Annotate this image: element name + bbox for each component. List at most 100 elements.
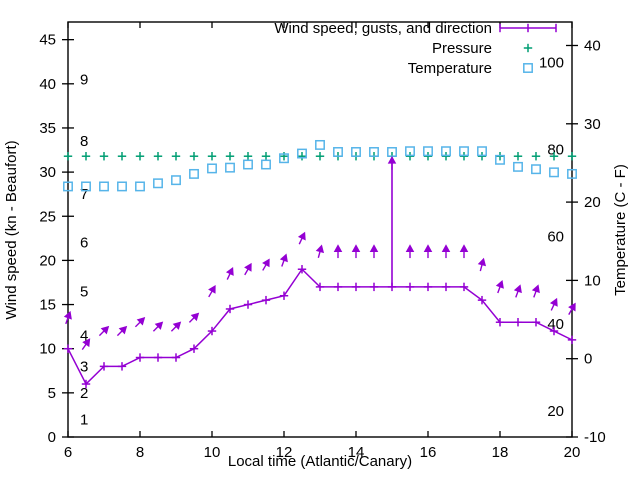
- wind-direction-arrow-shaft: [81, 343, 87, 351]
- wind-direction-arrow-shaft: [298, 238, 303, 245]
- wind-direction-arrow-shaft: [65, 317, 69, 325]
- wind-direction-arrow-head: [279, 253, 288, 263]
- y-tick-label: 30: [39, 164, 56, 181]
- beaufort-label: 1: [80, 411, 88, 428]
- y-tick-label: 20: [39, 252, 56, 269]
- series-wind-speed: [63, 265, 577, 389]
- wind-direction-arrow-head: [136, 317, 146, 326]
- y-axis-title: Wind speed (kn - Beaufort): [3, 140, 20, 319]
- y2-axis-ticks: -10 0 10 20 30 40: [566, 37, 606, 446]
- wind-direction-arrow-shaft: [98, 330, 105, 337]
- legend-sample-square: [523, 63, 533, 73]
- x-tick-label: 8: [136, 444, 144, 461]
- wind-direction-arrow-head: [568, 302, 576, 312]
- temperature-marker: [495, 154, 505, 165]
- y-tick-label: 5: [48, 385, 56, 402]
- x-tick-label: 14: [348, 444, 365, 461]
- beaufort-label: 7: [80, 186, 88, 203]
- temperature-marker: [207, 163, 217, 174]
- beaufort-label: 4: [80, 327, 88, 344]
- temperature-marker: [171, 175, 181, 186]
- wind-direction-arrow-shaft: [568, 308, 573, 315]
- fahrenheit-label: 100: [539, 55, 564, 72]
- wind-direction-arrow-head: [154, 321, 164, 330]
- temperature-marker: [297, 148, 307, 159]
- legend-label-2: Temperature: [408, 60, 492, 77]
- wind-direction-arrow-shaft: [116, 330, 123, 337]
- wind-direction-arrow-shaft: [515, 291, 519, 298]
- temperature-marker: [351, 147, 361, 157]
- beaufort-label: 8: [80, 133, 88, 150]
- fahrenheit-label: 80: [547, 142, 564, 159]
- wind-direction-arrow-head: [333, 244, 343, 252]
- temperature-marker: [153, 178, 163, 189]
- wind-direction-arrow-head: [100, 325, 110, 335]
- wind-direction-arrow-head: [477, 257, 487, 267]
- wind-direction-arrow-head: [297, 231, 306, 241]
- y2-tick-label: -10: [584, 429, 606, 446]
- wind-direction-arrow-shaft: [281, 260, 285, 267]
- y2-tick-label: 10: [584, 272, 601, 289]
- temperature-marker: [117, 181, 127, 192]
- beaufort-label: 6: [80, 235, 88, 252]
- wind-direction-arrow-head: [82, 338, 91, 348]
- wind-direction-arrow-head: [315, 244, 325, 254]
- y-tick-label: 10: [39, 341, 56, 358]
- wind-direction-arrow-head: [513, 284, 522, 294]
- wind-direction-arrow-shaft: [152, 326, 159, 332]
- x-axis-title: Local time (Atlantic/Canary): [228, 453, 412, 470]
- wind-direction-arrow-head: [118, 325, 128, 335]
- wind-direction-arrow-shaft: [479, 264, 483, 272]
- wind-direction-arrow-head: [172, 321, 182, 330]
- wind-direction-arrow-head: [190, 312, 200, 322]
- temperature-marker: [63, 181, 73, 192]
- wind-direction-arrow-shaft: [317, 251, 321, 259]
- y2-tick-label: 0: [584, 351, 592, 368]
- x-tick-label: 20: [564, 444, 581, 461]
- wind-direction-arrow-head: [423, 244, 433, 252]
- chart-legend: Wind speed, gusts, and direction Pressure…: [274, 20, 557, 77]
- wind-direction-arrow-head: [262, 258, 270, 268]
- temperature-marker: [369, 147, 379, 157]
- y2-tick-label: 30: [584, 116, 601, 133]
- wind-direction-arrow-shaft: [533, 291, 537, 298]
- wind-direction-arrow-head: [225, 267, 234, 276]
- temperature-marker: [99, 181, 109, 192]
- wind-direction-arrow-head: [63, 310, 72, 320]
- wind-direction-arrow-head: [369, 244, 379, 252]
- x-tick-label: 16: [420, 444, 437, 461]
- temperature-marker: [225, 162, 235, 173]
- wind-direction-arrow-head: [351, 244, 361, 252]
- beaufort-label: 2: [80, 385, 88, 402]
- y2-tick-label: 40: [584, 37, 601, 54]
- temperature-marker: [549, 167, 559, 178]
- temperature-marker: [333, 147, 343, 157]
- y-axis-ticks: 0 5 10 15 20 25 30 35 40 45: [39, 32, 74, 446]
- temperature-marker: [513, 161, 523, 172]
- y-tick-label: 25: [39, 208, 56, 225]
- beaufort-label: 3: [80, 358, 88, 375]
- wind-direction-arrow-shaft: [170, 326, 177, 332]
- wind-direction-arrow-shaft: [497, 286, 501, 294]
- plot-border: [67, 21, 573, 438]
- temperature-marker: [243, 159, 253, 170]
- temperature-marker: [279, 153, 289, 164]
- wind-direction-arrow-head: [549, 297, 558, 307]
- wind-direction-arrow-head: [208, 284, 216, 294]
- wind-direction-arrow-shaft: [208, 290, 213, 298]
- x-tick-label: 12: [276, 444, 293, 461]
- temperature-marker: [477, 146, 487, 157]
- beaufort-scale-labels: 1 2 3 4 5 6 7 8 9: [80, 71, 88, 428]
- y-tick-label: 45: [39, 32, 56, 49]
- wind-direction-arrow-shaft: [188, 317, 195, 323]
- x-tick-label: 6: [64, 444, 72, 461]
- temperature-marker: [441, 146, 451, 157]
- temperature-marker: [423, 146, 433, 157]
- beaufort-label: 9: [80, 71, 88, 88]
- y-tick-label: 15: [39, 297, 56, 314]
- series-temperature: [63, 139, 577, 192]
- wind-direction-arrow-shaft: [134, 321, 141, 328]
